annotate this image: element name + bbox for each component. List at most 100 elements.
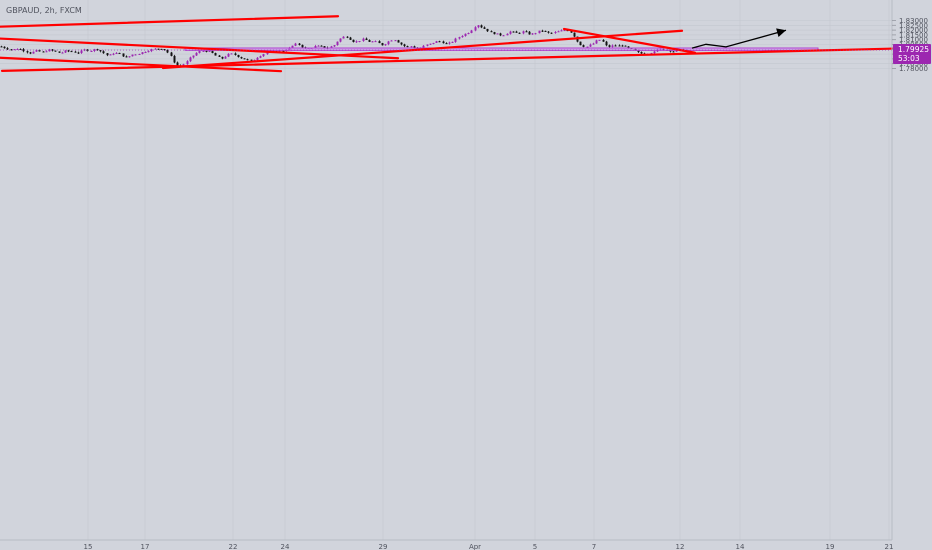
candle-body — [246, 59, 249, 61]
candle-body — [560, 30, 563, 32]
candle-body — [432, 42, 435, 44]
candle-body — [227, 53, 230, 57]
candle-body — [582, 45, 585, 47]
x-tick-label: 22 — [229, 543, 238, 550]
candle-body — [374, 41, 377, 43]
candle-body — [214, 53, 217, 56]
candle-body — [80, 50, 83, 53]
x-tick-label: 21 — [885, 543, 894, 550]
x-tick-label: 15 — [84, 543, 93, 550]
candle-body — [403, 44, 406, 47]
candle-body — [170, 52, 173, 56]
y-tick-label: 1.81000 — [899, 36, 928, 44]
candle-body — [256, 57, 259, 60]
candle-body — [522, 31, 525, 34]
candle-body — [438, 41, 441, 43]
candle-body — [640, 52, 643, 54]
candle-body — [147, 51, 150, 53]
y-tick-label: 1.78500 — [899, 60, 928, 68]
candle-body — [371, 41, 374, 43]
candle-body — [525, 31, 528, 33]
candle-body — [22, 49, 25, 52]
current-price-value: 1.79925 — [898, 45, 929, 54]
candle-body — [259, 56, 262, 58]
candle-body — [6, 48, 9, 50]
candle-body — [250, 59, 253, 61]
trendline-drawings[interactable] — [0, 15, 898, 73]
trendline — [0, 15, 340, 28]
candle-body — [451, 41, 454, 43]
candle-body — [394, 40, 397, 42]
candle-body — [397, 40, 400, 43]
candle-body — [230, 53, 233, 55]
candle-body — [618, 45, 621, 47]
arrowhead-icon — [776, 28, 786, 38]
x-tick-label: 7 — [592, 543, 596, 550]
trendline — [0, 56, 283, 73]
candle-body — [202, 50, 205, 52]
candle-body — [131, 54, 134, 57]
candle-body — [48, 49, 51, 52]
candle-body — [496, 33, 499, 35]
candle-body — [301, 44, 304, 48]
symbol-title: GBPAUD, 2h, FXCM — [6, 6, 82, 15]
candle-body — [483, 27, 486, 29]
trendline — [161, 29, 684, 70]
candle-body — [102, 51, 105, 54]
candle-body — [538, 30, 541, 34]
candle-body — [598, 39, 601, 41]
candle-body — [349, 37, 352, 40]
candle-body — [672, 51, 675, 53]
candle-body — [138, 53, 141, 55]
bar-countdown: 53:03 — [898, 54, 920, 63]
candle-body — [29, 52, 32, 54]
candle-body — [454, 38, 457, 42]
y-tick-label: 1.82000 — [899, 27, 928, 35]
x-tick-label: 17 — [141, 543, 150, 550]
candle-body — [592, 43, 595, 45]
candle-body — [406, 46, 409, 48]
candle-body — [445, 43, 448, 45]
candle-body — [64, 50, 67, 53]
candle-body — [579, 41, 582, 46]
candle-body — [109, 54, 112, 56]
candle-body — [458, 37, 461, 39]
candle-body — [13, 49, 16, 51]
support-zone[interactable] — [184, 47, 819, 51]
candle-body — [464, 33, 467, 36]
candle-body — [621, 45, 624, 47]
candle-body — [54, 50, 57, 52]
candle-body — [573, 32, 576, 37]
trendline — [0, 47, 898, 73]
candle-body — [435, 41, 438, 43]
candle-body — [35, 50, 38, 52]
candle-body — [323, 46, 326, 48]
candle-body — [493, 32, 496, 35]
candle-body — [426, 44, 429, 46]
candle-body — [134, 54, 137, 56]
candle-body — [42, 51, 45, 53]
candle-body — [486, 28, 489, 32]
candle-body — [125, 56, 128, 58]
candle-body — [515, 31, 518, 33]
candle-body — [544, 30, 547, 32]
candle-body — [381, 43, 384, 46]
candle-body — [339, 38, 342, 42]
candle-body — [3, 46, 6, 49]
candle-body — [160, 48, 163, 50]
candle-body — [294, 43, 297, 46]
candle-body — [624, 45, 627, 47]
candle-body — [282, 50, 285, 52]
candle-body — [467, 33, 470, 35]
candle-body — [262, 54, 265, 57]
candle-body — [314, 45, 317, 48]
candle-body — [413, 46, 416, 49]
candle-body — [77, 52, 80, 54]
candle-body — [400, 42, 403, 45]
candle-body — [509, 31, 512, 34]
candle-body — [218, 55, 221, 57]
projection-arrow[interactable] — [691, 29, 787, 49]
time-axis[interactable]: 15 17 22 24 29 Apr 5 7 12 14 19 21 — [84, 543, 894, 550]
candle-body — [531, 33, 534, 35]
